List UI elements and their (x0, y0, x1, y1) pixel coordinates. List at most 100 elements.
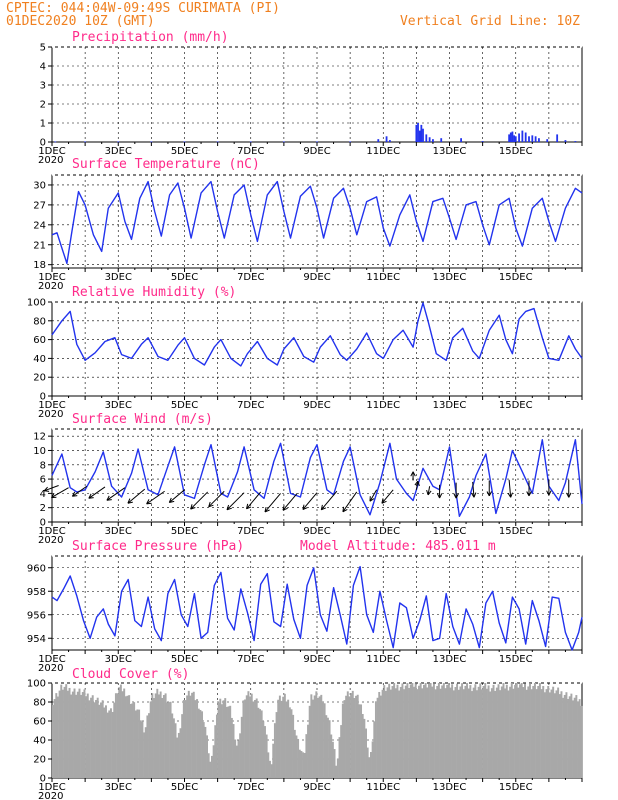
cloud-bar (273, 723, 276, 778)
cloud-bar (80, 694, 83, 778)
cloud-bar (138, 709, 141, 778)
cloud-bar (434, 689, 437, 778)
cloud-bar (111, 711, 114, 778)
cloud-bar (184, 700, 187, 778)
cloud-bar (502, 683, 505, 778)
cloud-bar (419, 683, 422, 778)
cloud-bar (249, 696, 252, 778)
cloud-bar (317, 697, 319, 778)
wind-vector (415, 481, 419, 490)
cloud-bar (365, 728, 367, 778)
precip-xtick-label: 7DEC (237, 146, 264, 157)
temp-xtick-label: 1DEC (38, 272, 65, 283)
cloud-bar (118, 687, 121, 778)
cloud-bar (139, 720, 142, 778)
cloud-bar (505, 684, 508, 778)
cloud-bar (580, 705, 583, 778)
wind-vector-head (526, 491, 532, 497)
cloud-bar (93, 702, 96, 778)
precip-bar (511, 131, 514, 142)
precip-bar (432, 139, 434, 142)
precip-bar (564, 140, 567, 142)
cloud-bar (389, 689, 392, 778)
cloud-bar (101, 700, 104, 778)
cloud-bar (527, 686, 530, 778)
rh-xtick-label: 11DEC (366, 400, 400, 411)
cloud-bar (191, 692, 194, 778)
rh-series-line (51, 302, 583, 367)
cloud-bar (267, 752, 270, 778)
press-xtick-label: 11DEC (366, 654, 400, 665)
cloud-bar (222, 700, 225, 778)
cloud-bar (61, 689, 64, 778)
cloud-bar (318, 696, 321, 778)
cloud-bar (166, 702, 169, 778)
cloud-bar (361, 713, 364, 778)
cloud-bar (176, 737, 179, 778)
cloud-bar (345, 695, 348, 778)
cloud-bar (313, 695, 316, 778)
cloud-bar (295, 735, 298, 778)
cloud-bar (278, 695, 281, 778)
cloud-bar (437, 683, 440, 778)
cloud-bar (66, 690, 69, 778)
cloud-bar (167, 702, 170, 778)
cloud-bar (171, 713, 174, 778)
cloud-bar (373, 721, 376, 778)
precip-bar (509, 132, 512, 142)
cloud-bar (525, 689, 528, 778)
cloud-bar (558, 694, 561, 778)
wind-vector-head (369, 496, 375, 502)
wind-vector (342, 491, 358, 513)
cloud-bar (302, 752, 305, 778)
cloud-bar (388, 683, 391, 778)
wind-xtick-label: 7DEC (237, 526, 264, 537)
precip-bar (316, 141, 318, 143)
cloud-bar (424, 683, 427, 778)
cloud-bar (250, 693, 253, 778)
wind-xtick-label: 9DEC (303, 526, 330, 537)
wind-vector-head (208, 501, 214, 508)
cloud-bar (264, 726, 266, 778)
precip-bar (534, 136, 537, 142)
cloud-bar (68, 687, 71, 778)
press-xtick-label: 7DEC (237, 654, 264, 665)
cloud-bar (517, 687, 520, 778)
cloud-bar (312, 699, 314, 778)
cloud-bar (285, 701, 288, 778)
wind-vector (72, 485, 88, 497)
cloud-bar (290, 709, 293, 778)
cloud-bar (288, 707, 291, 778)
wind-vector-head (486, 491, 492, 497)
cloud-bar (292, 714, 295, 778)
wind-xtick-label: 13DEC (433, 526, 467, 537)
cloud-bar (232, 724, 235, 778)
wind-vector-head (436, 493, 443, 499)
cloud-bar (401, 683, 404, 778)
wind-vector-head (246, 503, 252, 510)
cloud-bar (350, 693, 353, 778)
cloud-bar (477, 686, 480, 778)
wind-title: Surface Wind (m/s) (72, 412, 213, 427)
cloud-bar (298, 749, 301, 778)
cloud-bar (464, 685, 467, 778)
rh-xtick-label: 15DEC (499, 400, 533, 411)
wind-vector-head (43, 486, 50, 492)
wind-ytick-label: 8 (40, 460, 46, 471)
cloud-bar (340, 725, 343, 778)
press-xtick-label: 5DEC (171, 654, 198, 665)
cloud-bar (70, 694, 73, 778)
wind-vector (264, 493, 281, 513)
cloud-bar (320, 694, 323, 778)
cloud-bar (134, 710, 137, 778)
wind-vector (246, 491, 262, 510)
wind-vector-head (546, 490, 552, 496)
cloud-bar (189, 695, 192, 778)
cloud-bar (252, 701, 255, 778)
wind-vector (508, 479, 512, 498)
cloud-bar (96, 697, 99, 778)
cloud-bar (346, 691, 349, 778)
press-xtick-label: 13DEC (433, 654, 467, 665)
precip-title: Precipitation (mm/h) (72, 30, 229, 45)
